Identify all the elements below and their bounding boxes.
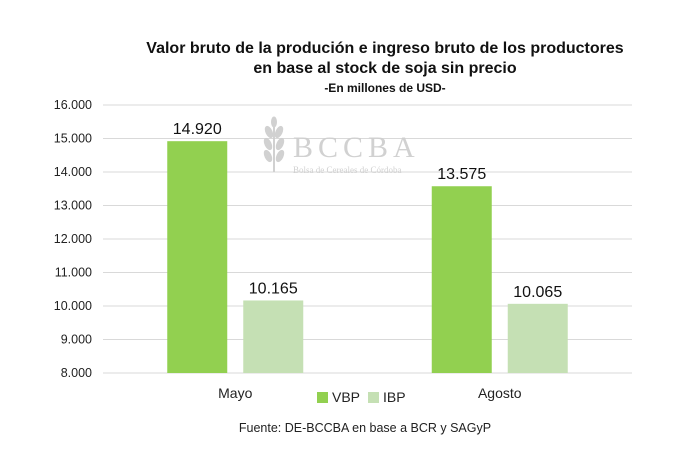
wheat-icon xyxy=(263,116,285,172)
bars xyxy=(167,141,568,373)
legend-swatch-ibp xyxy=(368,392,379,403)
x-category-label: Mayo xyxy=(218,385,252,401)
bar-vbp-mayo xyxy=(167,141,228,373)
y-tick-label: 14.000 xyxy=(54,165,92,179)
legend-label-ibp: IBP xyxy=(383,389,406,405)
watermark-text: BCCBA xyxy=(293,131,420,164)
y-tick-label: 16.000 xyxy=(54,98,92,112)
bar-ibp-mayo xyxy=(243,300,304,373)
data-label: 13.575 xyxy=(437,166,486,183)
y-tick-label: 12.000 xyxy=(54,232,92,246)
chart-title-line-2: en base al stock de soja sin precio xyxy=(253,60,516,77)
chart-title-line-1: Valor bruto de la produción e ingreso br… xyxy=(146,40,623,57)
y-tick-label: 10.000 xyxy=(54,299,92,313)
bar-ibp-agosto xyxy=(507,303,568,373)
y-tick-label: 15.000 xyxy=(54,132,92,146)
chart-subtitle: -En millones de USD- xyxy=(324,81,445,95)
legend-label-vbp: VBP xyxy=(332,389,360,405)
legend: VBP IBP xyxy=(317,389,406,405)
data-label: 10.165 xyxy=(249,280,298,297)
y-tick-label: 13.000 xyxy=(54,199,92,213)
bar-vbp-agosto xyxy=(431,186,492,373)
x-category-label: Agosto xyxy=(478,385,522,401)
y-axis-tick-labels: 8.000 9.000 10.000 11.000 12.000 13.000 14.000… xyxy=(54,98,92,380)
legend-swatch-vbp xyxy=(317,392,328,403)
source-note: Fuente: DE-BCCBA en base a BCR y SAGyP xyxy=(239,421,491,435)
data-label: 10.065 xyxy=(513,284,562,301)
watermark-subtext: Bolsa de Cereales de Córdoba xyxy=(293,165,401,175)
watermark-logo: BCCBA Bolsa de Cereales de Córdoba xyxy=(263,116,420,175)
x-axis-category-labels: Mayo Agosto xyxy=(218,385,522,401)
y-tick-label: 11.000 xyxy=(55,266,92,280)
data-label: 14.920 xyxy=(173,121,222,138)
data-labels: 14.920 10.165 13.575 10.065 xyxy=(173,121,563,301)
y-tick-label: 9.000 xyxy=(61,333,92,347)
y-tick-label: 8.000 xyxy=(61,366,92,380)
